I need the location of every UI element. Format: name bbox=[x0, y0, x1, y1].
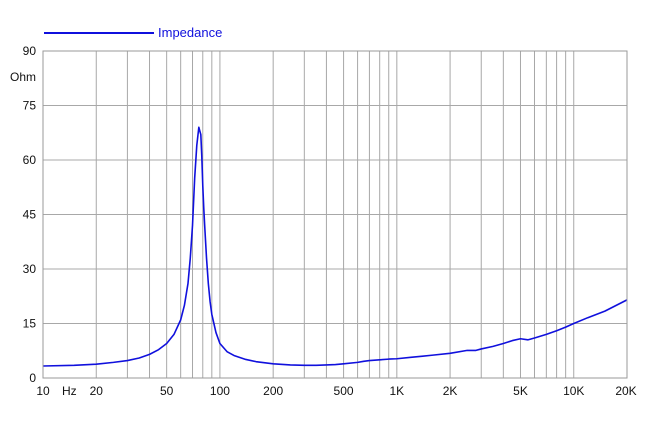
x-tick-label: 20K bbox=[615, 384, 636, 398]
y-axis-ticks: 0 15 30 45 60 75 90 bbox=[23, 44, 37, 385]
y-tick-label: 60 bbox=[23, 153, 37, 167]
y-tick-label: 0 bbox=[29, 371, 36, 385]
x-tick-label: 20 bbox=[90, 384, 104, 398]
x-tick-label: 10 bbox=[36, 384, 50, 398]
y-tick-label: 90 bbox=[23, 44, 37, 58]
x-tick-label: 5K bbox=[513, 384, 528, 398]
impedance-series-line bbox=[42, 126, 628, 367]
legend: Impedance bbox=[44, 25, 222, 40]
x-tick-label: 200 bbox=[263, 384, 283, 398]
y-axis-label: Ohm bbox=[10, 70, 36, 84]
x-tick-label: 10K bbox=[563, 384, 584, 398]
plot-frame bbox=[42, 50, 628, 379]
grid bbox=[43, 51, 627, 378]
x-tick-label: 100 bbox=[210, 384, 230, 398]
x-axis-label: Hz bbox=[62, 384, 77, 398]
legend-label-impedance: Impedance bbox=[158, 25, 222, 40]
y-tick-label: 75 bbox=[23, 99, 37, 113]
x-tick-label: 2K bbox=[443, 384, 458, 398]
y-tick-label: 45 bbox=[23, 208, 37, 222]
y-tick-label: 15 bbox=[23, 317, 37, 331]
x-tick-label: 1K bbox=[389, 384, 404, 398]
y-tick-label: 30 bbox=[23, 262, 37, 276]
x-axis-ticks: 10 20 50 100 200 500 1K 2K 5K 10K 20K bbox=[36, 384, 636, 398]
x-tick-label: 500 bbox=[334, 384, 354, 398]
x-tick-label: 50 bbox=[160, 384, 174, 398]
